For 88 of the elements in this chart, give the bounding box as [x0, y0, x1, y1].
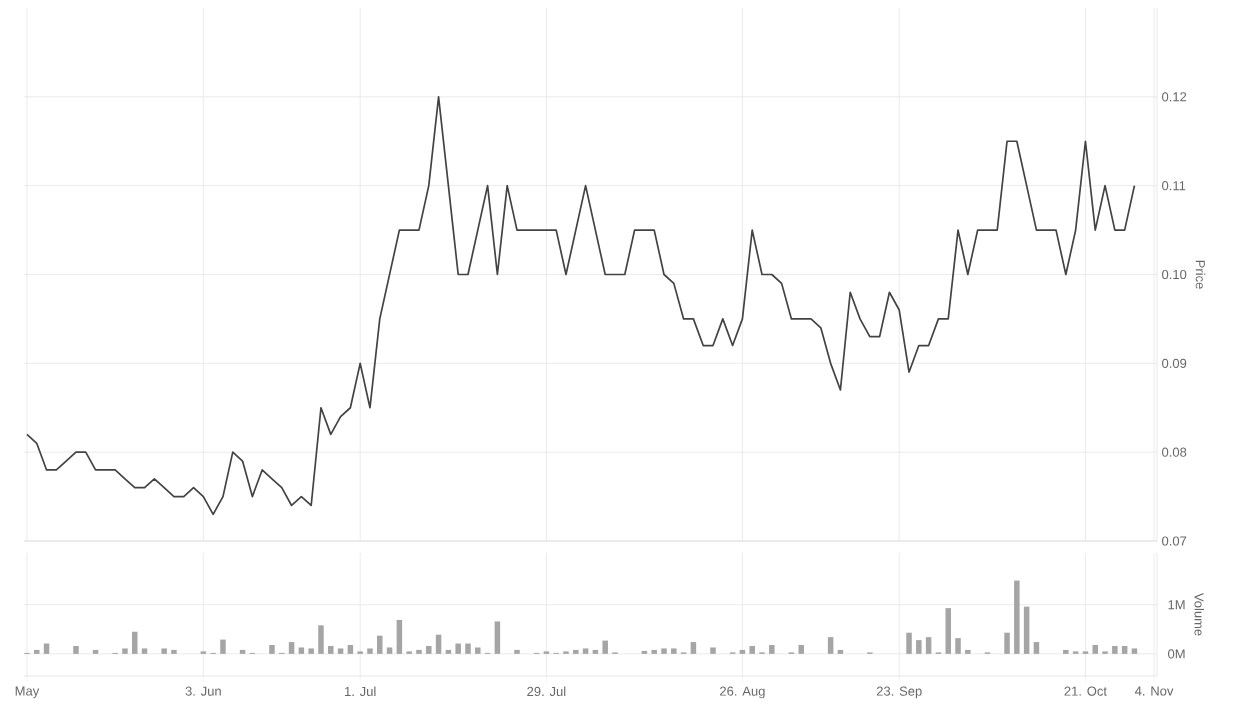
bar	[1023, 606, 1030, 654]
bar	[582, 648, 589, 654]
bar	[239, 649, 246, 654]
bar	[573, 649, 579, 654]
bar	[592, 649, 599, 654]
bar	[1014, 580, 1020, 654]
y-tick-label: 0M	[1168, 649, 1185, 659]
bar	[435, 634, 442, 654]
bar	[749, 645, 755, 654]
bar	[798, 645, 804, 654]
bar	[1092, 645, 1098, 654]
bar	[465, 643, 471, 654]
bar	[73, 645, 79, 654]
bar	[337, 648, 344, 654]
y-tick-label: 0.07	[1162, 536, 1187, 546]
bar	[1121, 645, 1128, 654]
bar	[1082, 651, 1089, 654]
bar	[710, 647, 716, 654]
bar	[769, 645, 775, 654]
x-tick-label: 1. Jul	[345, 686, 376, 697]
bar	[298, 647, 305, 654]
bar	[955, 638, 961, 654]
y-axis-title: Price	[1195, 260, 1206, 289]
bar	[494, 621, 501, 654]
bar	[426, 645, 432, 654]
bar	[475, 647, 481, 654]
x-tick-label: May	[15, 686, 40, 699]
bar	[690, 642, 697, 654]
bar	[269, 645, 275, 654]
x-tick-label: 3. Jun	[185, 686, 221, 696]
x-tick-label: 21. Oct	[1064, 686, 1107, 696]
bar	[308, 648, 314, 654]
bar	[347, 645, 354, 654]
bar	[671, 648, 677, 654]
bar	[827, 637, 834, 654]
bar	[200, 651, 207, 654]
x-tick-label: 29. Jul	[527, 686, 566, 697]
bar	[916, 640, 922, 654]
bar	[1112, 645, 1118, 654]
y-tick-label: 0.11	[1162, 181, 1186, 191]
bar	[925, 637, 932, 654]
bar	[455, 643, 461, 654]
bar	[416, 649, 422, 654]
bar	[602, 640, 608, 654]
y-tick-label: 1M	[1168, 600, 1185, 610]
bar	[357, 651, 363, 654]
bar	[386, 647, 393, 654]
bar	[220, 639, 226, 654]
bar	[171, 649, 177, 654]
bar	[377, 635, 383, 654]
y-tick-label: 0.12	[1162, 92, 1187, 102]
y-tick-label: 0.09	[1162, 358, 1187, 368]
bar	[641, 650, 648, 654]
bar	[1102, 651, 1108, 654]
bar	[514, 649, 520, 654]
bar	[1063, 649, 1069, 654]
bar	[33, 649, 40, 654]
bar	[445, 649, 452, 654]
bar	[837, 649, 844, 654]
bar	[1004, 632, 1010, 654]
bar	[288, 642, 295, 654]
bar	[1131, 648, 1138, 654]
bar	[328, 645, 334, 654]
bar	[661, 648, 667, 654]
bar	[141, 648, 148, 654]
bar	[396, 619, 403, 654]
bar	[122, 648, 128, 654]
bar	[132, 631, 138, 654]
bar	[1033, 642, 1040, 654]
y-tick-label: 0.08	[1162, 447, 1187, 457]
x-tick-label: 23. Sep	[876, 686, 922, 699]
x-tick-label: 26. Aug	[720, 686, 765, 699]
y-axis-title: Volume	[1194, 592, 1204, 636]
bar	[161, 648, 167, 654]
bar	[92, 649, 99, 654]
bar	[906, 632, 912, 654]
bar	[945, 608, 951, 654]
bar	[406, 651, 412, 654]
x-tick-label: 4. Nov	[1134, 686, 1174, 696]
bar	[543, 651, 550, 654]
bar	[1072, 651, 1079, 654]
y-tick-label: 0.10	[1162, 269, 1187, 280]
bar	[367, 648, 373, 654]
bar	[739, 649, 746, 654]
bar	[318, 625, 324, 654]
bar	[651, 649, 657, 654]
bar	[965, 649, 971, 654]
bar	[563, 651, 569, 654]
